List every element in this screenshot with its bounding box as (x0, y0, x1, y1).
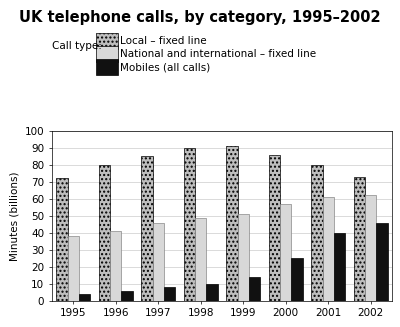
Bar (292, 258, 303, 301)
Bar (141, 156, 152, 301)
Bar (56, 179, 68, 301)
Bar (238, 214, 249, 301)
Text: Mobiles (all calls): Mobiles (all calls) (120, 62, 210, 72)
Bar (249, 277, 260, 301)
Bar (280, 204, 292, 301)
Bar (206, 284, 218, 301)
Y-axis label: Minutes (billions): Minutes (billions) (9, 171, 19, 261)
Bar (354, 177, 365, 301)
Bar (322, 197, 334, 301)
Bar (184, 148, 195, 301)
Bar (110, 231, 122, 301)
Text: Local – fixed line: Local – fixed line (120, 36, 207, 46)
Bar (334, 233, 346, 301)
Bar (164, 287, 176, 301)
Bar (311, 165, 322, 301)
Text: National and international – fixed line: National and international – fixed line (120, 49, 316, 59)
Bar (122, 291, 133, 301)
Bar (376, 223, 388, 301)
Bar (68, 236, 79, 301)
Bar (98, 165, 110, 301)
Bar (268, 155, 280, 301)
Bar (365, 196, 376, 301)
Bar (226, 146, 238, 301)
Text: UK telephone calls, by category, 1995–2002: UK telephone calls, by category, 1995–20… (19, 10, 381, 25)
Bar (195, 217, 206, 301)
Bar (79, 294, 90, 301)
Text: Call type:: Call type: (52, 41, 102, 51)
Bar (152, 223, 164, 301)
